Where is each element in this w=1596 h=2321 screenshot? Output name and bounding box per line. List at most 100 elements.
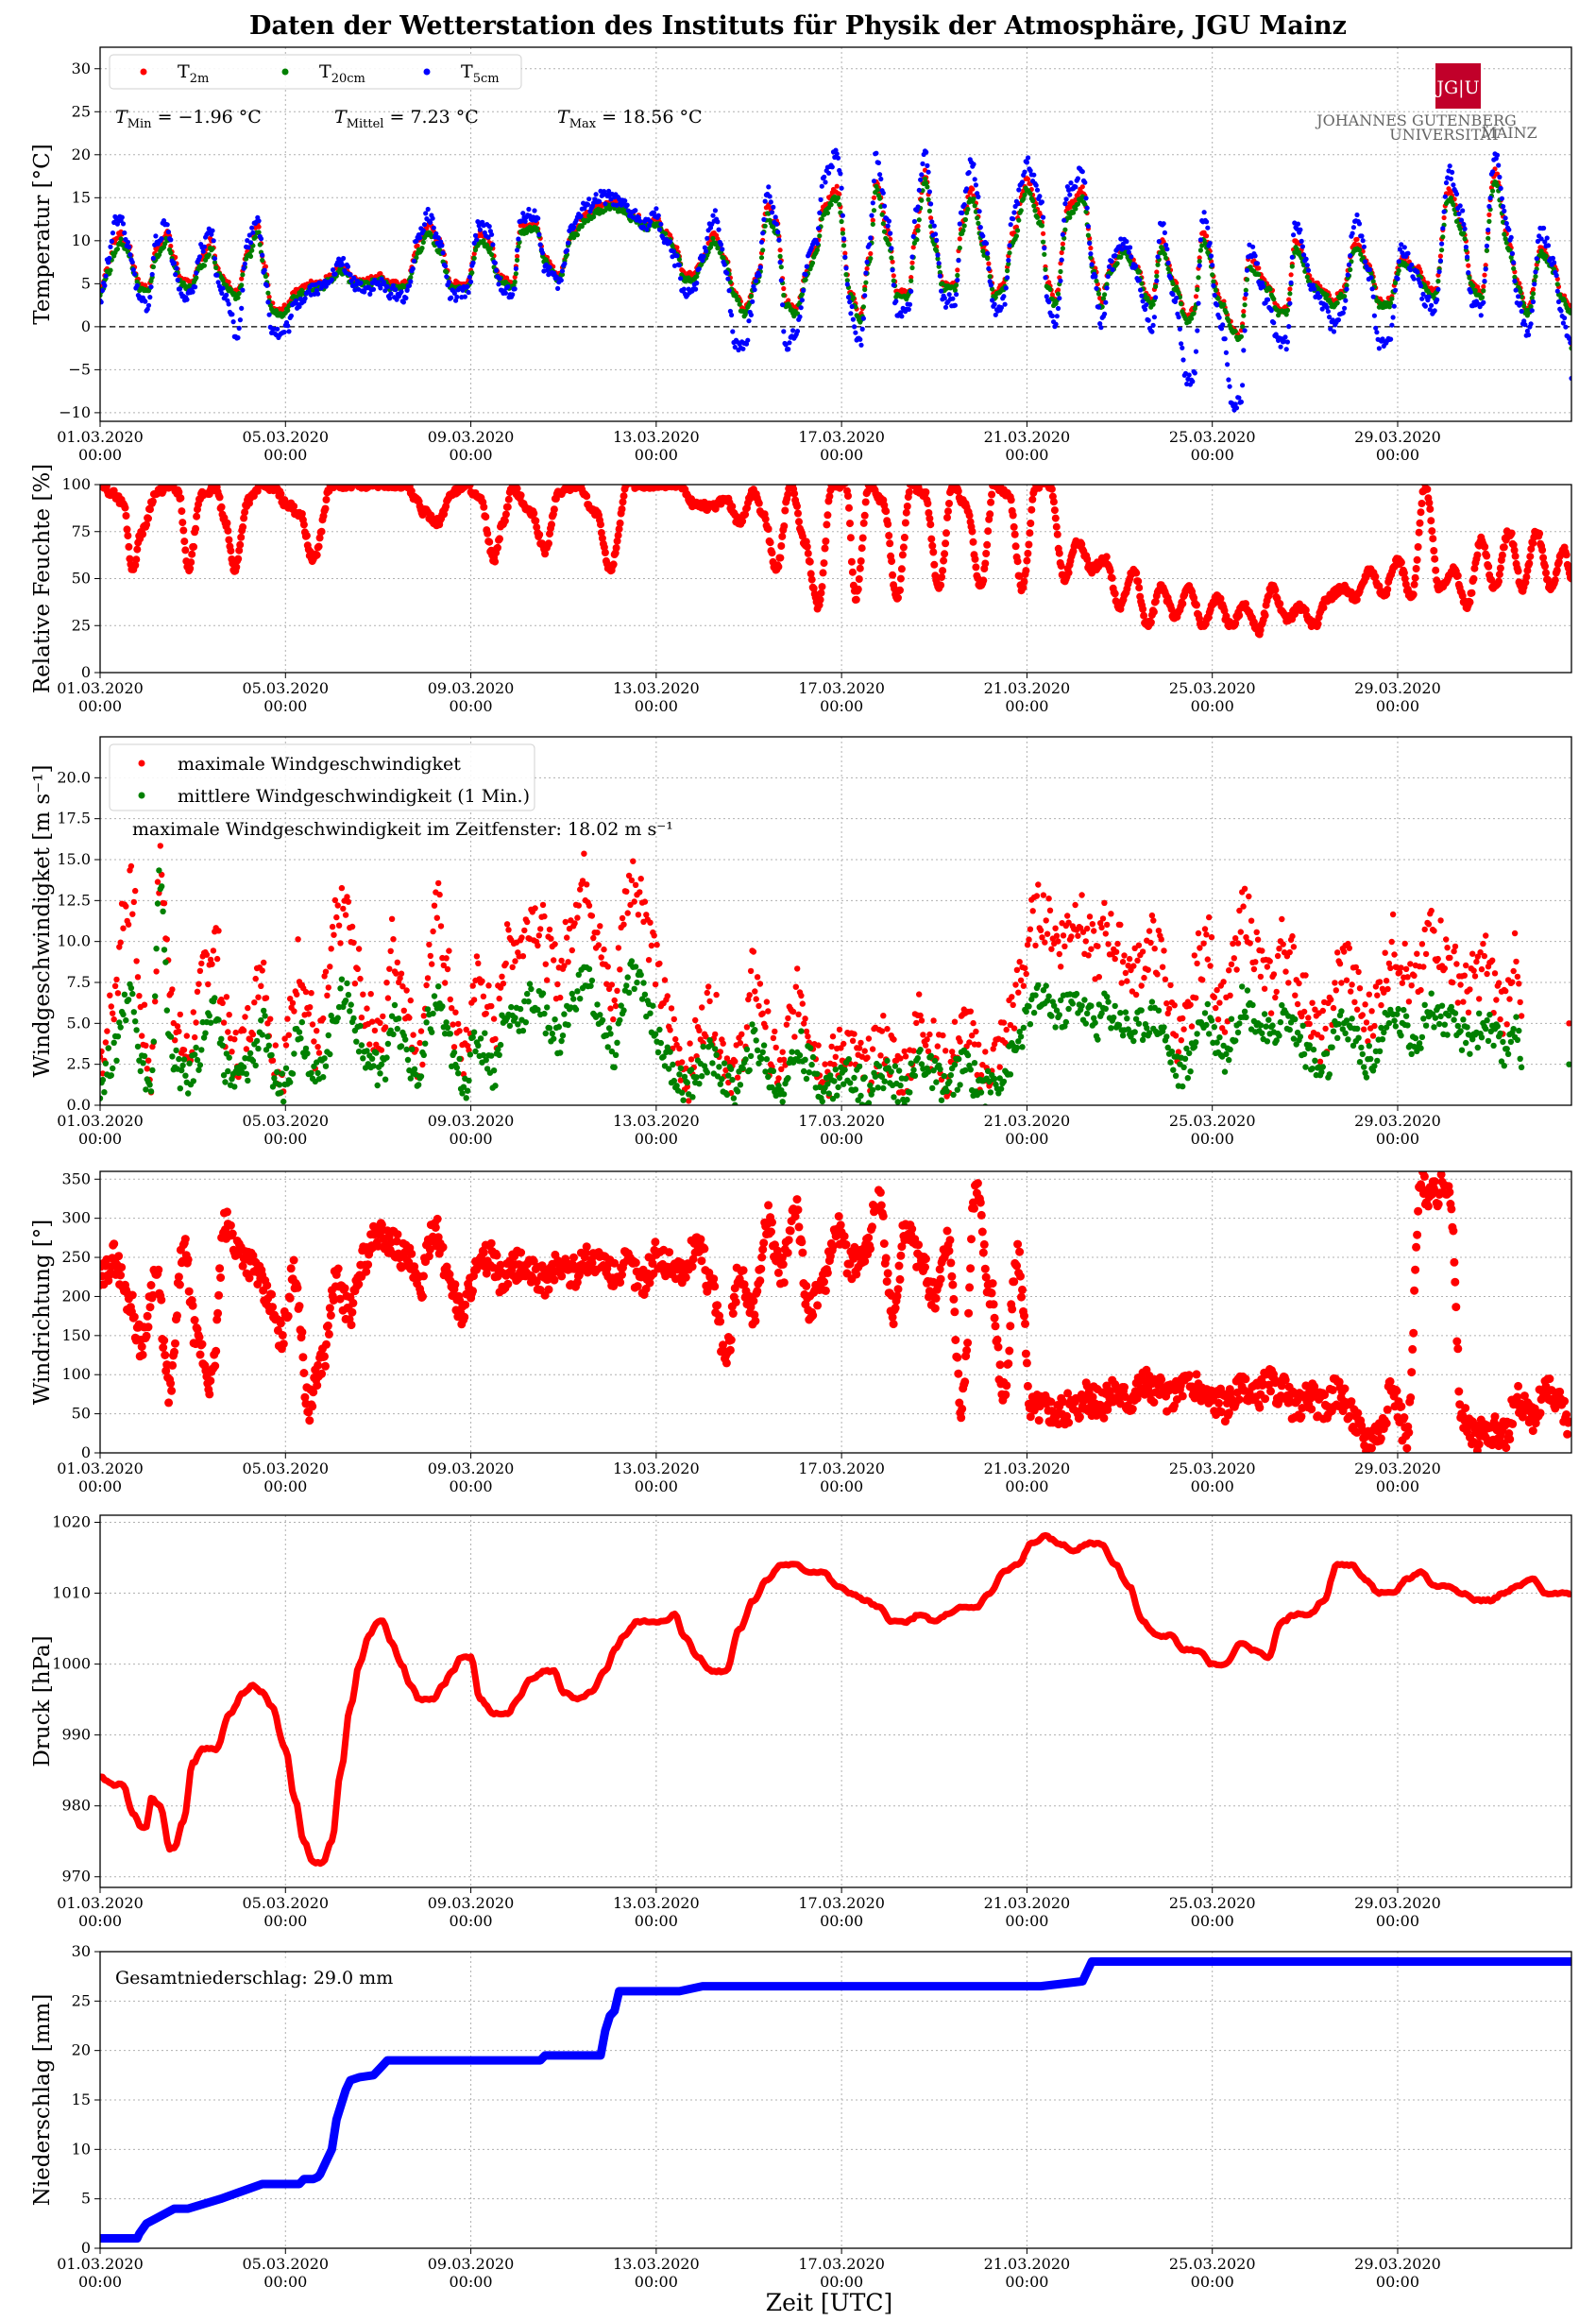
data-point (702, 245, 708, 250)
data-point (1030, 197, 1036, 204)
data-point (1039, 199, 1044, 205)
data-point (351, 275, 357, 281)
data-point (241, 265, 246, 271)
data-point (210, 228, 215, 233)
data-point (1052, 522, 1061, 531)
data-point (1286, 324, 1292, 330)
data-point (1241, 313, 1247, 318)
data-point (1060, 231, 1065, 237)
data-point (249, 247, 255, 253)
data-point (1223, 350, 1229, 355)
data-point (823, 521, 831, 529)
data-point (241, 508, 249, 517)
stat-max: TMax = 18.56 °C (557, 107, 703, 131)
data-point (971, 555, 979, 563)
data-point (928, 215, 934, 221)
data-point (891, 278, 896, 283)
data-point (1289, 254, 1295, 260)
data-point (449, 295, 454, 300)
data-point (901, 519, 909, 527)
data-point (761, 515, 770, 523)
data-point (215, 493, 224, 502)
data-point (1340, 310, 1346, 316)
data-point (423, 211, 429, 216)
data-point (1044, 294, 1049, 299)
data-point (929, 219, 935, 225)
data-point (630, 214, 636, 220)
data-point (266, 294, 272, 299)
data-point (192, 524, 200, 533)
data-point (421, 222, 428, 228)
data-point (816, 595, 824, 604)
data-point (1503, 240, 1509, 246)
data-point (1521, 303, 1527, 309)
data-point (976, 220, 981, 226)
data-point (1068, 180, 1074, 186)
data-point (1007, 496, 1015, 504)
data-point (1057, 296, 1062, 301)
data-point (880, 190, 886, 196)
data-point (918, 177, 924, 182)
data-point (878, 176, 884, 182)
data-point (240, 287, 246, 293)
data-point (1003, 285, 1009, 291)
data-point (718, 242, 724, 247)
data-point (120, 221, 127, 227)
data-point (1429, 302, 1435, 308)
data-point (1301, 252, 1307, 258)
data-point (909, 265, 915, 271)
data-point (1335, 317, 1341, 323)
data-point (838, 171, 843, 177)
data-point (1192, 306, 1197, 312)
data-point (908, 278, 914, 283)
data-point (839, 218, 844, 225)
data-point (806, 557, 814, 566)
data-point (941, 550, 949, 558)
data-point (1232, 329, 1238, 334)
data-point (367, 291, 373, 297)
data-point (817, 210, 823, 215)
data-point (1027, 520, 1035, 527)
data-point (1415, 269, 1420, 275)
data-point (651, 210, 657, 215)
data-point (1396, 267, 1401, 274)
data-point (841, 236, 847, 242)
data-point (465, 283, 470, 290)
data-point (778, 278, 784, 283)
data-point (1150, 322, 1156, 328)
y-tick-label: −10 (59, 403, 91, 421)
data-point (1129, 254, 1134, 260)
data-point (909, 260, 915, 265)
data-point (562, 261, 568, 266)
data-point (474, 237, 480, 243)
data-point (297, 510, 306, 518)
data-point (150, 264, 156, 270)
data-point (823, 179, 828, 185)
data-point (1005, 275, 1010, 281)
data-point (828, 202, 834, 208)
data-point (541, 550, 550, 558)
data-point (121, 503, 129, 512)
data-point (491, 557, 500, 566)
data-point (1140, 299, 1146, 304)
data-point (271, 326, 277, 332)
data-point (799, 298, 806, 303)
data-point (1435, 286, 1441, 292)
data-point (258, 236, 264, 242)
data-point (1451, 182, 1456, 188)
data-point (767, 194, 773, 199)
data-point (522, 218, 528, 224)
data-point (1460, 208, 1466, 213)
data-point (818, 196, 823, 202)
data-point (1041, 230, 1046, 236)
data-point (313, 551, 321, 559)
data-point (1294, 246, 1299, 252)
data-point (614, 202, 620, 208)
data-point (106, 260, 111, 265)
data-point (1170, 281, 1176, 286)
data-point (640, 224, 647, 230)
data-point (952, 302, 959, 308)
data-point (646, 223, 653, 229)
data-point (694, 281, 700, 286)
data-point (212, 260, 218, 265)
